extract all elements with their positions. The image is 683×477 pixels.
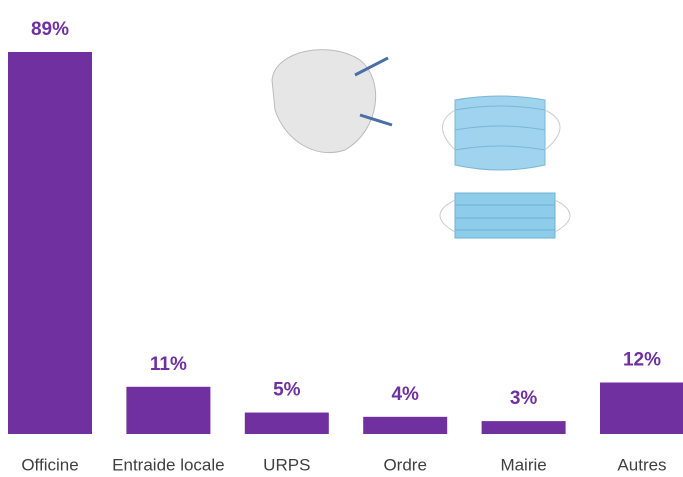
x-tick-label: Officine xyxy=(21,455,78,474)
bar xyxy=(600,382,683,434)
bar xyxy=(8,52,92,434)
value-label: 3% xyxy=(510,388,538,409)
value-label: 12% xyxy=(623,350,661,371)
x-tick-label: URPS xyxy=(263,455,310,474)
value-label: 89% xyxy=(31,19,69,40)
x-tick-label: Entraide locale xyxy=(112,455,224,474)
bar xyxy=(244,412,329,434)
value-label: 5% xyxy=(273,380,301,401)
bar xyxy=(481,421,566,434)
bar xyxy=(363,416,448,434)
value-label: 11% xyxy=(150,354,187,375)
bar xyxy=(126,386,211,434)
x-tick-label: Autres xyxy=(617,455,666,474)
x-tick-label: Ordre xyxy=(383,455,426,474)
mask-illustration xyxy=(271,49,571,239)
x-tick-label: Mairie xyxy=(500,455,546,474)
value-label: 4% xyxy=(391,384,419,405)
